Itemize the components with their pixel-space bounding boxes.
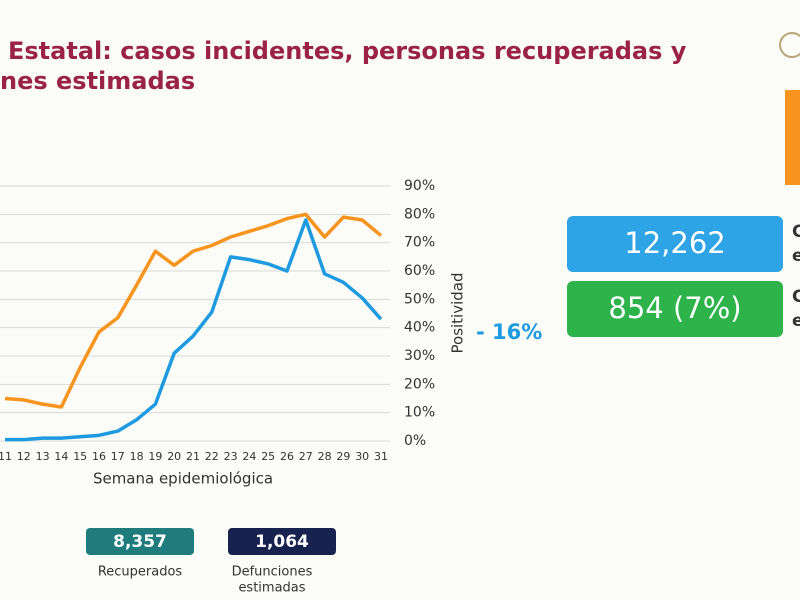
x-tick-label: 14 [54,450,68,463]
x-tick-label: 12 [17,450,31,463]
y-tick-label: 50% [404,291,435,307]
total-label: Recuperados [98,565,183,580]
y-tick-label: 40% [404,320,435,336]
series-line [4,212,383,409]
x-tick-label: 24 [242,450,256,463]
y-tick-label: 0% [404,433,426,449]
x-tick-label: 22 [205,450,219,463]
x-tick-label: 17 [111,450,125,463]
stat-box [567,216,783,272]
x-tick-label: 16 [92,450,106,463]
x-tick-label: 13 [36,450,50,463]
y-tick-label: 90% [404,178,435,194]
stat-value: 854 (7%) [608,291,741,325]
title: nes estimadas [0,67,195,95]
seal [779,32,800,58]
edge-letter: e [792,311,800,331]
y-tick-label: 80% [404,206,435,222]
x-tick-label: 20 [167,450,181,463]
x-tick-label: 15 [73,450,87,463]
series-line [5,218,383,442]
x-axis-label: Semana epidemiológica [93,470,273,488]
y-tick-label: 10% [404,405,435,421]
x-tick-label: 31 [374,450,388,463]
x-tick-label: 19 [148,450,162,463]
orange-box [785,90,800,185]
x-tick-label: 25 [261,450,275,463]
edge-letter: C [792,222,800,242]
x-tick-label: 29 [336,450,350,463]
edge-letter: C [792,287,800,307]
x-tick-label: 21 [186,450,200,463]
total-box [228,528,336,555]
y-tick-label: 70% [404,235,435,251]
total-box [86,528,194,555]
total-value: 8,357 [113,532,167,552]
annotation: - 16% [476,320,542,344]
edge-letter: e [792,246,800,266]
stat-value: 12,262 [624,226,725,260]
x-tick-label: 30 [355,450,369,463]
y-axis-label: Positividad [449,273,467,354]
x-tick-label: 26 [280,450,294,463]
title: Estatal: casos incidentes, personas recu… [8,37,687,65]
y-tick-label: 60% [404,263,435,279]
x-tick-label: 18 [130,450,144,463]
total-label: Defunciones [232,565,313,580]
y-tick-label: 30% [404,348,435,364]
total-label: estimadas [238,581,305,596]
total-value: 1,064 [255,532,309,552]
x-tick-label: 23 [224,450,238,463]
stat-box [567,281,783,337]
x-tick-label: 11 [0,450,12,463]
y-tick-label: 20% [404,376,435,392]
x-tick-label: 28 [318,450,332,463]
x-tick-label: 27 [299,450,313,463]
